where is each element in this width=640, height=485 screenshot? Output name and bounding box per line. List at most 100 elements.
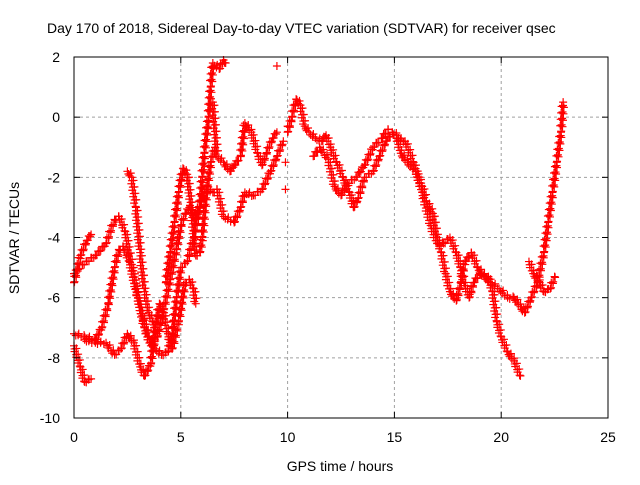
data-point-marker <box>199 207 208 216</box>
y-axis-label: SDTVAR / TECUs <box>6 182 22 294</box>
data-point-marker <box>185 245 194 254</box>
data-points <box>70 56 568 387</box>
data-point <box>215 65 224 74</box>
data-point-marker <box>204 162 213 171</box>
y-axis-ticks: 2 0 -2 -4 -6 -8 -10 <box>40 49 608 426</box>
data-point-marker <box>453 284 462 293</box>
data-point-marker <box>170 309 179 318</box>
data-point-marker <box>197 227 206 236</box>
data-point <box>262 149 271 158</box>
data-point-marker <box>106 280 115 289</box>
data-point-marker <box>107 221 116 230</box>
data-point <box>257 161 266 170</box>
data-point-marker <box>148 346 157 355</box>
data-point-marker <box>535 265 544 274</box>
data-point-marker <box>555 132 564 141</box>
data-point-marker <box>112 251 121 260</box>
data-point-marker <box>195 242 204 251</box>
data-point-marker <box>105 227 114 236</box>
data-point-marker <box>203 175 212 184</box>
data-point-marker <box>353 172 362 181</box>
x-tick-label: 15 <box>387 429 403 445</box>
data-point-marker <box>200 136 209 145</box>
data-point-marker <box>161 292 170 301</box>
data-point-marker <box>168 338 177 347</box>
data-point <box>559 98 568 107</box>
data-point-marker <box>113 250 122 259</box>
data-point-marker <box>370 161 379 170</box>
data-point-marker <box>147 347 156 356</box>
data-point-marker <box>231 212 240 221</box>
data-point-marker <box>107 274 116 283</box>
data-point-marker <box>149 339 158 348</box>
data-point-marker <box>261 174 270 183</box>
data-point-marker <box>148 334 157 343</box>
data-point-marker <box>509 292 518 301</box>
data-point <box>87 230 96 239</box>
data-point-marker <box>92 335 101 344</box>
data-point <box>281 158 290 167</box>
data-point <box>375 152 384 161</box>
data-point <box>176 221 185 230</box>
data-point-marker <box>173 233 182 242</box>
data-point <box>102 239 111 248</box>
data-point-marker <box>544 205 553 214</box>
data-point-marker <box>199 219 208 228</box>
data-point-marker <box>171 199 180 208</box>
data-point-marker <box>167 229 176 238</box>
data-point-marker <box>267 161 276 170</box>
data-point-marker <box>361 155 370 164</box>
data-point-marker <box>552 151 561 160</box>
data-point <box>550 272 559 281</box>
data-point-marker <box>354 188 363 197</box>
data-point-marker <box>144 366 153 375</box>
data-point-marker <box>237 197 246 206</box>
data-point-marker <box>239 132 248 141</box>
grid-lines <box>74 57 608 418</box>
data-point <box>153 329 162 338</box>
data-point-marker <box>148 317 157 326</box>
data-point-marker <box>169 310 178 319</box>
data-point-marker <box>171 205 180 214</box>
data-point <box>360 161 369 170</box>
data-point-marker <box>98 317 107 326</box>
data-point-marker <box>554 138 563 147</box>
data-point-marker <box>547 278 556 287</box>
data-point-marker <box>201 141 210 150</box>
data-point-marker <box>515 371 524 380</box>
data-point-marker <box>177 293 186 302</box>
data-point <box>76 251 85 260</box>
data-point-marker <box>340 185 349 194</box>
data-point-marker <box>170 212 179 221</box>
data-point-marker <box>105 286 114 295</box>
data-point-marker <box>168 222 177 231</box>
x-axis-label: GPS time / hours <box>287 458 394 474</box>
data-point-marker <box>201 130 210 139</box>
data-point-marker <box>196 177 205 186</box>
data-point-marker <box>550 162 559 171</box>
data-point-marker <box>175 305 184 314</box>
data-point-marker <box>288 107 297 116</box>
data-point-marker <box>118 339 127 348</box>
data-point-marker <box>198 226 207 235</box>
data-point-marker <box>528 288 537 297</box>
data-point-marker <box>263 143 272 152</box>
data-point-marker <box>548 181 557 190</box>
data-point <box>257 185 266 194</box>
data-point <box>272 152 281 161</box>
data-point-marker <box>337 190 346 199</box>
data-point-marker <box>164 252 173 261</box>
data-point-marker <box>237 145 246 154</box>
data-point-marker <box>205 87 214 96</box>
data-point-marker <box>545 199 554 208</box>
y-tick-label: -4 <box>48 230 61 246</box>
data-point-marker <box>166 235 175 244</box>
data-point-marker <box>550 169 559 178</box>
x-tick-label: 0 <box>70 429 78 445</box>
data-point-marker <box>238 127 247 136</box>
chart-title: Day 170 of 2018, Sidereal Day-to-day VTE… <box>47 20 556 36</box>
data-point <box>546 284 555 293</box>
x-axis-ticks: 0 5 10 15 20 25 <box>70 57 616 445</box>
data-point-marker <box>356 182 365 191</box>
